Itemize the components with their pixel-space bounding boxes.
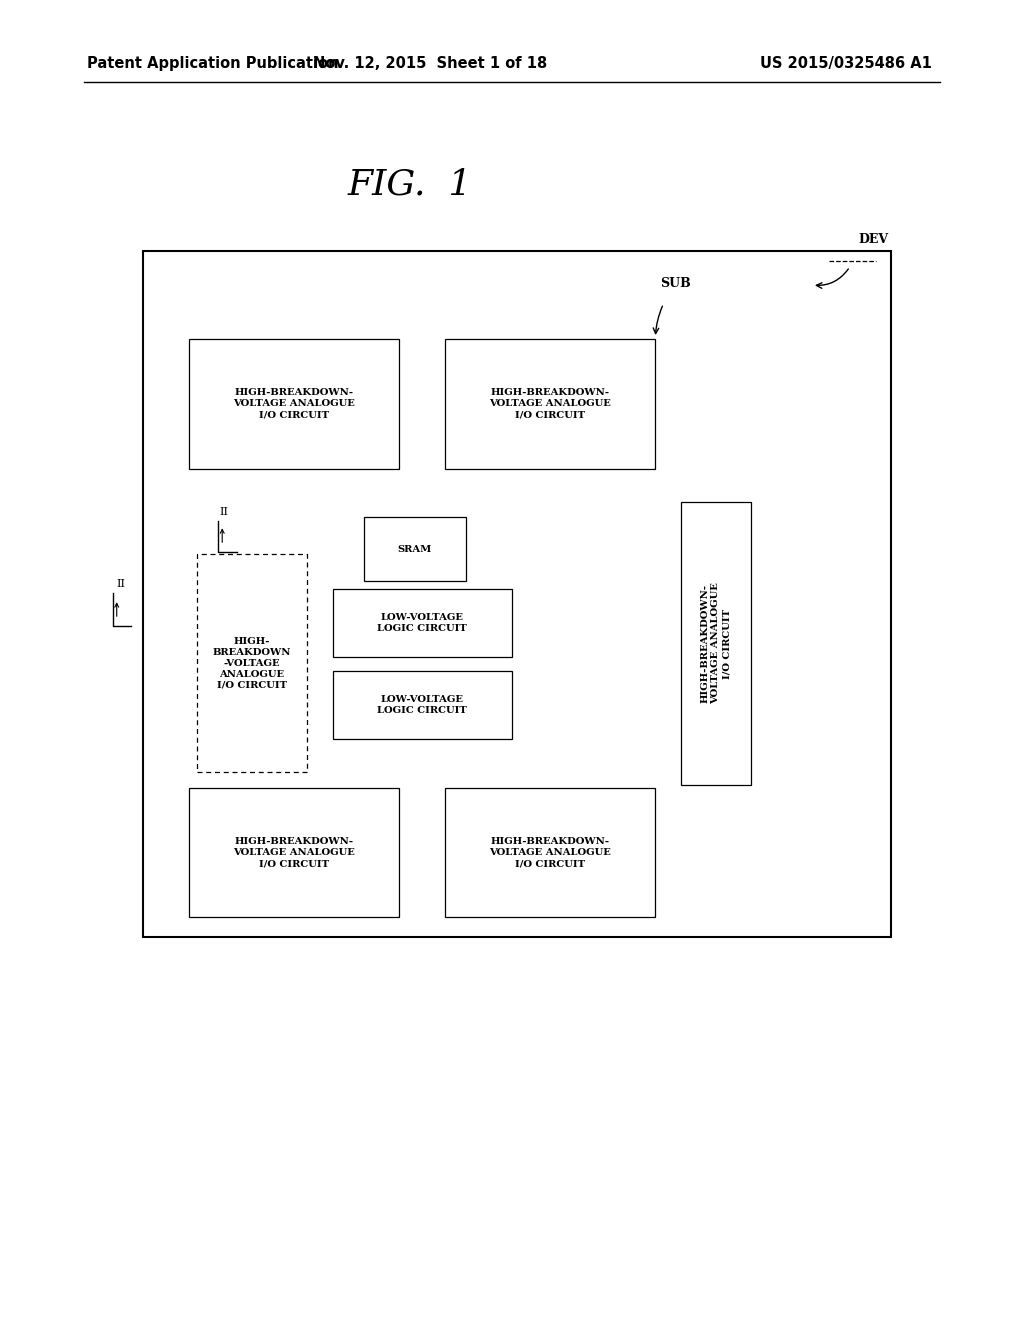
Text: SRAM: SRAM bbox=[397, 545, 432, 553]
Text: II: II bbox=[220, 507, 228, 517]
Text: HIGH-
BREAKDOWN
-VOLTAGE
ANALOGUE
I/O CIRCUIT: HIGH- BREAKDOWN -VOLTAGE ANALOGUE I/O CI… bbox=[213, 636, 291, 690]
Bar bbox=[189, 339, 399, 469]
Text: Patent Application Publication: Patent Application Publication bbox=[87, 55, 339, 71]
Bar bbox=[143, 251, 891, 937]
Text: HIGH-BREAKDOWN-
VOLTAGE ANALOGUE
I/O CIRCUIT: HIGH-BREAKDOWN- VOLTAGE ANALOGUE I/O CIR… bbox=[700, 582, 731, 705]
Text: HIGH-BREAKDOWN-
VOLTAGE ANALOGUE
I/O CIRCUIT: HIGH-BREAKDOWN- VOLTAGE ANALOGUE I/O CIR… bbox=[233, 388, 355, 420]
Text: DEV: DEV bbox=[858, 232, 888, 246]
Bar bbox=[445, 339, 655, 469]
Bar bbox=[681, 502, 751, 785]
Bar bbox=[364, 517, 466, 581]
Text: LOW-VOLTAGE
LOGIC CIRCUIT: LOW-VOLTAGE LOGIC CIRCUIT bbox=[378, 612, 467, 634]
Text: FIG.  1: FIG. 1 bbox=[347, 168, 472, 202]
Text: LOW-VOLTAGE
LOGIC CIRCUIT: LOW-VOLTAGE LOGIC CIRCUIT bbox=[378, 694, 467, 715]
Bar bbox=[333, 671, 512, 739]
Text: II: II bbox=[117, 578, 125, 589]
Bar bbox=[445, 788, 655, 917]
Text: HIGH-BREAKDOWN-
VOLTAGE ANALOGUE
I/O CIRCUIT: HIGH-BREAKDOWN- VOLTAGE ANALOGUE I/O CIR… bbox=[489, 388, 611, 420]
Text: HIGH-BREAKDOWN-
VOLTAGE ANALOGUE
I/O CIRCUIT: HIGH-BREAKDOWN- VOLTAGE ANALOGUE I/O CIR… bbox=[233, 837, 355, 869]
Text: US 2015/0325486 A1: US 2015/0325486 A1 bbox=[760, 55, 932, 71]
Text: Nov. 12, 2015  Sheet 1 of 18: Nov. 12, 2015 Sheet 1 of 18 bbox=[313, 55, 547, 71]
Text: SUB: SUB bbox=[660, 277, 691, 290]
Bar bbox=[333, 589, 512, 657]
Bar bbox=[189, 788, 399, 917]
Bar bbox=[197, 554, 307, 772]
Text: HIGH-BREAKDOWN-
VOLTAGE ANALOGUE
I/O CIRCUIT: HIGH-BREAKDOWN- VOLTAGE ANALOGUE I/O CIR… bbox=[489, 837, 611, 869]
